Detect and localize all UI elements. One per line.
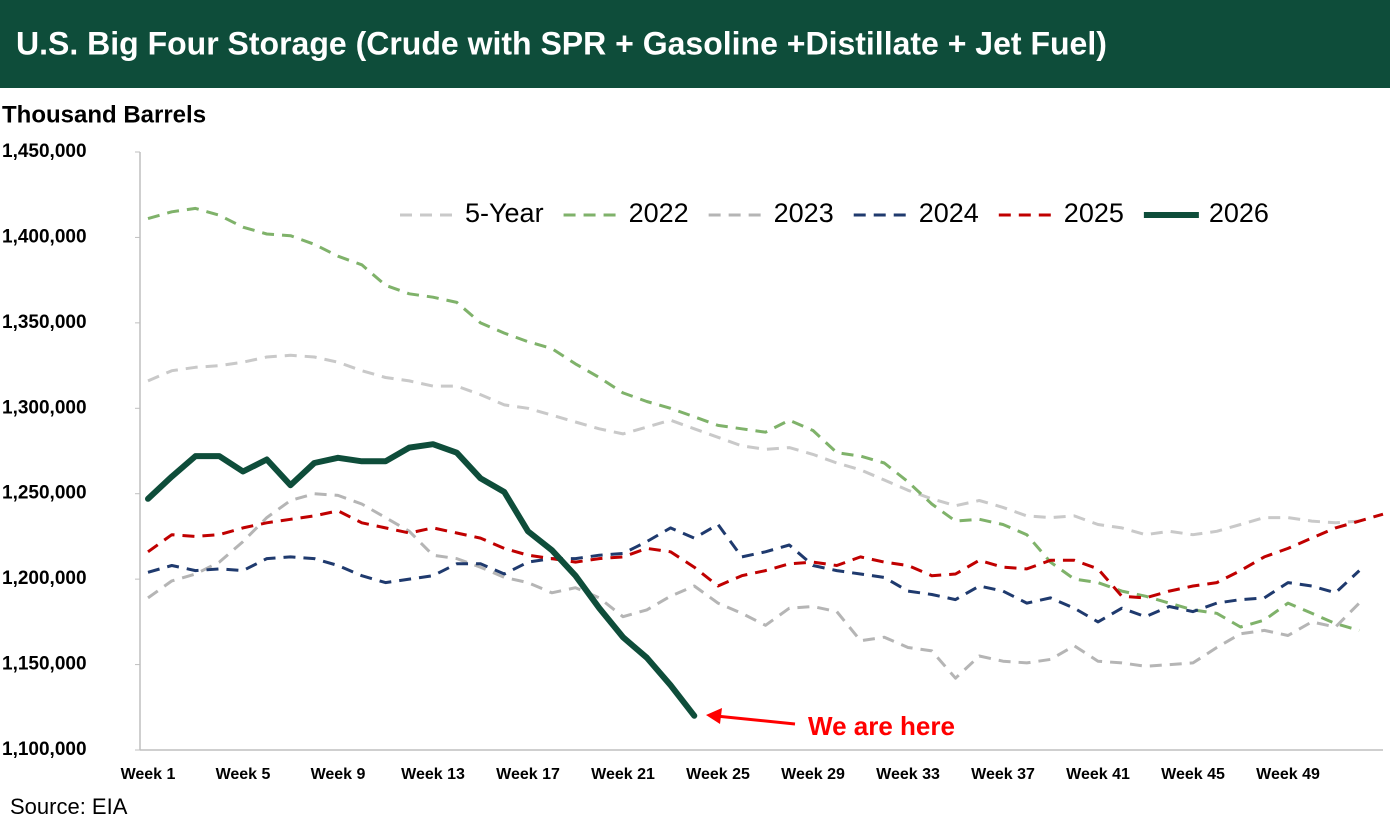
chart-title: U.S. Big Four Storage (Crude with SPR + … bbox=[16, 25, 1107, 61]
x-tick-label: Week 21 bbox=[591, 766, 655, 783]
y-tick-label: 1,350,000 bbox=[2, 312, 87, 333]
x-tick-label: Week 17 bbox=[496, 766, 560, 783]
legend-label: 2022 bbox=[629, 198, 689, 228]
x-tick-label: Week 29 bbox=[781, 766, 845, 783]
y-tick-label: 1,450,000 bbox=[2, 141, 87, 162]
x-tick-label: Week 9 bbox=[311, 766, 366, 783]
x-tick-label: Week 49 bbox=[1256, 766, 1320, 783]
x-tick-label: Week 37 bbox=[971, 766, 1035, 783]
y-tick-label: 1,250,000 bbox=[2, 483, 87, 504]
x-tick-label: Week 5 bbox=[216, 766, 271, 783]
x-tick-label: Week 41 bbox=[1066, 766, 1130, 783]
annotation-arrow bbox=[715, 714, 796, 726]
y-tick-label: 1,400,000 bbox=[2, 226, 87, 247]
series-line bbox=[147, 206, 1360, 632]
y-tick-label: 1,200,000 bbox=[2, 568, 87, 589]
x-tick-label: Week 13 bbox=[401, 766, 465, 783]
series-line bbox=[145, 441, 698, 719]
y-tick-label: 1,100,000 bbox=[2, 739, 87, 760]
legend-label: 2023 bbox=[774, 198, 834, 228]
y-tick-label: 1,150,000 bbox=[2, 654, 87, 675]
legend-label: 2026 bbox=[1209, 198, 1269, 228]
series-line bbox=[147, 353, 1360, 537]
series-line bbox=[147, 509, 1384, 600]
source: Source: EIA bbox=[10, 794, 128, 819]
plot bbox=[145, 206, 1384, 719]
x-tick-label: Week 45 bbox=[1161, 766, 1225, 783]
annotation: We are here bbox=[808, 711, 955, 741]
series-line bbox=[147, 492, 1361, 680]
annotation-arrowhead bbox=[706, 708, 722, 724]
x-tick-label: Week 1 bbox=[121, 766, 176, 783]
y-tick-label: 1,300,000 bbox=[2, 397, 87, 418]
legend-label: 2024 bbox=[919, 198, 979, 228]
y-axis-label: Thousand Barrels bbox=[2, 101, 206, 128]
header-bar bbox=[0, 0, 1390, 88]
series-line bbox=[147, 523, 1361, 624]
legend-label: 5-Year bbox=[465, 198, 544, 228]
legend-label: 2025 bbox=[1064, 198, 1124, 228]
x-tick-label: Week 33 bbox=[876, 766, 940, 783]
x-tick-label: Week 25 bbox=[686, 766, 750, 783]
